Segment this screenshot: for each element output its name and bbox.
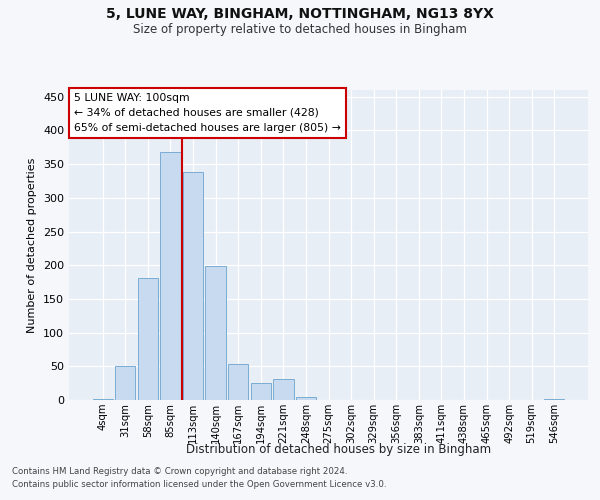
Text: Size of property relative to detached houses in Bingham: Size of property relative to detached ho…: [133, 22, 467, 36]
Bar: [138, 278, 158, 400]
Text: Contains public sector information licensed under the Open Government Licence v3: Contains public sector information licen…: [12, 480, 386, 489]
Bar: [296, 396, 316, 400]
Bar: [92, 398, 113, 400]
Bar: [160, 152, 181, 400]
Bar: [115, 366, 136, 400]
Bar: [273, 379, 293, 400]
Bar: [228, 364, 248, 400]
Text: 5, LUNE WAY, BINGHAM, NOTTINGHAM, NG13 8YX: 5, LUNE WAY, BINGHAM, NOTTINGHAM, NG13 8…: [106, 8, 494, 22]
Text: 5 LUNE WAY: 100sqm
← 34% of detached houses are smaller (428)
65% of semi-detach: 5 LUNE WAY: 100sqm ← 34% of detached hou…: [74, 93, 341, 132]
Bar: [205, 266, 226, 400]
Bar: [183, 172, 203, 400]
Y-axis label: Number of detached properties: Number of detached properties: [28, 158, 37, 332]
Text: Distribution of detached houses by size in Bingham: Distribution of detached houses by size …: [187, 442, 491, 456]
Text: Contains HM Land Registry data © Crown copyright and database right 2024.: Contains HM Land Registry data © Crown c…: [12, 467, 347, 476]
Bar: [251, 383, 271, 400]
